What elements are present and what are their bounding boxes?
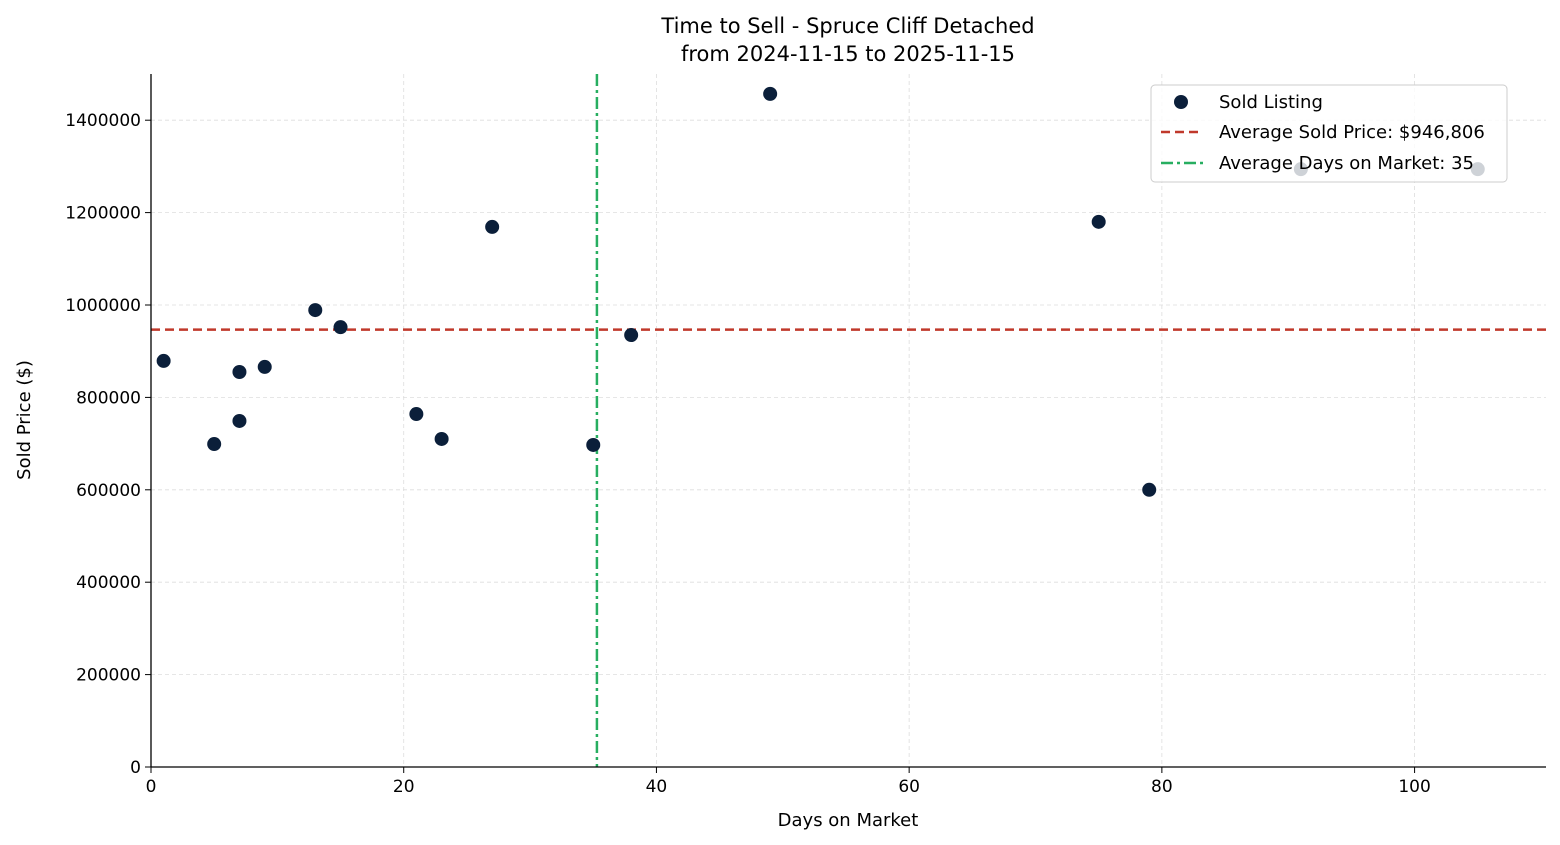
data-points [156,86,1485,497]
x-tick-label: 60 [898,777,920,797]
data-point [409,407,424,422]
data-point [763,86,778,101]
data-point [586,437,601,452]
data-point [232,413,247,428]
legend-box [1150,84,1508,183]
x-axis-label: Days on Market [778,810,919,831]
y-tick-label: 0 [130,758,141,778]
legend-label-avg-price: Average Sold Price: $946,806 [1219,122,1485,143]
ticks: 0 20 40 60 80 100 0 200000 400000 600000 800000 100… [65,111,1431,797]
legend-label-avg-days: Average Days on Market: 35 [1219,153,1474,174]
x-tick-label: 100 [1398,777,1430,797]
chart-subtitle: from 2024-11-15 to 2025-11-15 [681,42,1015,66]
data-point [485,219,500,234]
legend-marker-sold [1174,95,1188,109]
data-point [1142,482,1157,497]
y-tick-label: 800000 [76,388,141,408]
data-point [156,353,171,368]
data-point [333,320,348,335]
x-tick-label: 20 [393,777,415,797]
data-point [207,437,222,452]
data-point [257,359,272,374]
y-tick-label: 600000 [76,481,141,501]
data-point [1091,214,1106,229]
data-point [624,328,639,343]
x-tick-label: 0 [146,777,157,797]
data-point [232,364,247,379]
data-point [308,303,323,318]
reference-lines [151,74,1546,767]
x-tick-label: 40 [646,777,668,797]
y-tick-label: 1200000 [65,204,141,224]
chart-title: Time to Sell - Spruce Cliff Detached [660,14,1034,38]
x-tick-label: 80 [1151,777,1173,797]
legend: Sold Listing Average Sold Price: $946,80… [1150,84,1508,183]
y-tick-label: 1000000 [65,296,141,316]
y-tick-label: 200000 [76,666,141,686]
legend-label-sold: Sold Listing [1219,92,1323,113]
y-tick-label: 1400000 [65,111,141,131]
y-tick-label: 400000 [76,573,141,593]
y-axis-label: Sold Price ($) [14,360,35,480]
data-point [434,431,449,446]
